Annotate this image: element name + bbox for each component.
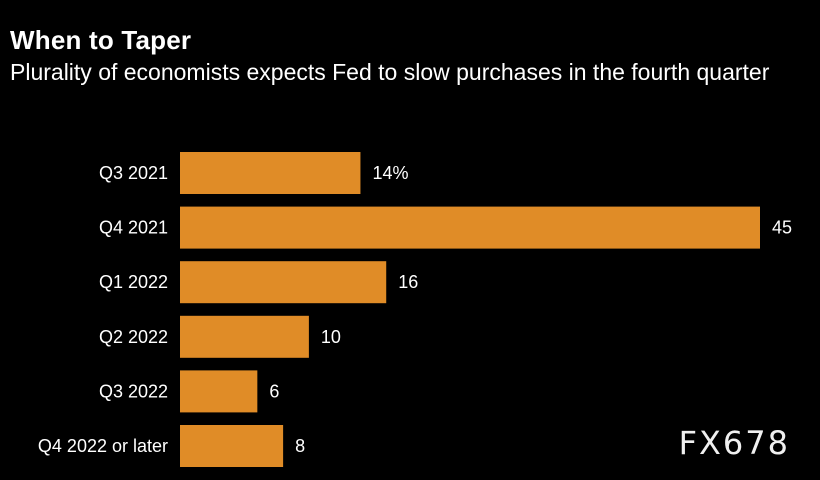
category-label: Q1 2022 (99, 272, 168, 292)
chart-title: When to Taper (10, 25, 192, 55)
category-label: Q4 2021 (99, 218, 168, 238)
bar (180, 315, 309, 358)
value-label: 8 (295, 436, 305, 456)
category-label: Q3 2021 (99, 163, 168, 183)
chart-subtitle: Plurality of economists expects Fed to s… (10, 59, 770, 85)
category-label: Q2 2022 (99, 327, 168, 347)
watermark-logo: FX678 (678, 424, 790, 462)
bar (180, 370, 258, 413)
bar (180, 152, 361, 194)
value-label: 16 (398, 272, 418, 292)
bar (180, 206, 760, 249)
value-label: 14% (372, 163, 408, 183)
category-label: Q3 2022 (99, 381, 168, 401)
bar (180, 261, 387, 304)
value-label: 6 (269, 381, 279, 401)
value-label: 45 (772, 218, 792, 238)
value-label: 10 (321, 327, 341, 347)
category-label: Q4 2022 or later (38, 436, 168, 456)
bar (180, 425, 284, 467)
